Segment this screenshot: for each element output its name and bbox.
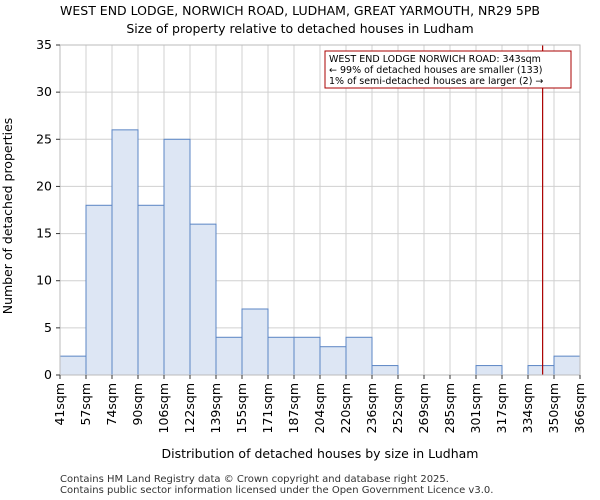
y-tick-label: 0: [44, 367, 52, 382]
x-tick-label: 171sqm: [260, 383, 275, 433]
histogram-bar: [475, 365, 503, 376]
y-axis-label: Number of detached properties: [0, 118, 15, 315]
annotation-line: 1% of semi-detached houses are larger (2…: [329, 76, 543, 87]
chart-subtitle: Size of property relative to detached ho…: [126, 21, 474, 36]
y-tick-label: 30: [36, 84, 52, 99]
x-axis-ticks: 41sqm 57sqm 74sqm 90sqm 106sqm 122sqm 139sqm 15…: [52, 375, 587, 433]
x-tick-label: 334sqm: [520, 383, 535, 433]
x-tick-label: 139sqm: [208, 383, 223, 433]
x-tick-label: 122sqm: [182, 383, 197, 433]
y-tick-label: 10: [36, 273, 52, 288]
histogram-bar: [163, 138, 191, 376]
x-tick-label: 187sqm: [286, 383, 301, 433]
x-tick-label: 90sqm: [130, 383, 145, 426]
histogram-bar: [111, 129, 139, 376]
marker-annotation: WEST END LODGE NORWICH ROAD: 343sqm← 99%…: [324, 50, 572, 89]
y-tick-label: 15: [36, 226, 52, 241]
y-tick-label: 5: [44, 320, 52, 335]
chart-title: WEST END LODGE, NORWICH ROAD, LUDHAM, GR…: [60, 3, 540, 18]
x-axis-label: Distribution of detached houses by size …: [162, 446, 479, 461]
histogram-bar: [85, 204, 113, 376]
histogram-bars: [59, 129, 581, 376]
y-tick-label: 35: [36, 37, 52, 52]
x-tick-label: 317sqm: [494, 383, 509, 433]
histogram-bar: [319, 346, 347, 376]
histogram-bar: [293, 336, 321, 376]
x-tick-label: 41sqm: [52, 383, 67, 426]
histogram-bar: [215, 336, 243, 376]
footer-copyright: Contains HM Land Registry data © Crown c…: [60, 474, 449, 485]
x-tick-label: 350sqm: [546, 383, 561, 433]
annotation-box: [324, 50, 572, 89]
annotation-line: ← 99% of detached houses are smaller (13…: [329, 65, 542, 76]
histogram-bar: [189, 223, 217, 376]
histogram-bar: [267, 336, 295, 376]
histogram-bar: [241, 308, 269, 376]
annotation-line: WEST END LODGE NORWICH ROAD: 343sqm: [329, 54, 541, 65]
histogram-bar: [527, 365, 555, 376]
histogram-bar: [137, 204, 165, 376]
histogram-bar: [59, 355, 87, 376]
x-tick-label: 155sqm: [234, 383, 249, 433]
x-tick-label: 301sqm: [468, 383, 483, 433]
x-tick-label: 252sqm: [390, 383, 405, 433]
histogram-bar: [553, 355, 581, 376]
x-tick-label: 236sqm: [364, 383, 379, 433]
x-tick-label: 269sqm: [416, 383, 431, 433]
footer-licence: Contains public sector information licen…: [60, 485, 494, 496]
x-tick-label: 204sqm: [312, 383, 327, 433]
x-tick-label: 57sqm: [78, 383, 93, 426]
histogram-bar: [371, 365, 399, 376]
y-tick-label: 20: [36, 178, 52, 193]
x-tick-label: 220sqm: [338, 383, 353, 433]
y-axis-ticks: 0 5 10 15 20 25 30 35: [36, 37, 60, 382]
x-tick-label: 106sqm: [156, 383, 171, 433]
x-tick-label: 366sqm: [572, 383, 587, 433]
x-tick-label: 285sqm: [442, 383, 457, 433]
y-tick-label: 25: [36, 131, 52, 146]
histogram-bar: [345, 336, 373, 376]
x-tick-label: 74sqm: [104, 383, 119, 426]
